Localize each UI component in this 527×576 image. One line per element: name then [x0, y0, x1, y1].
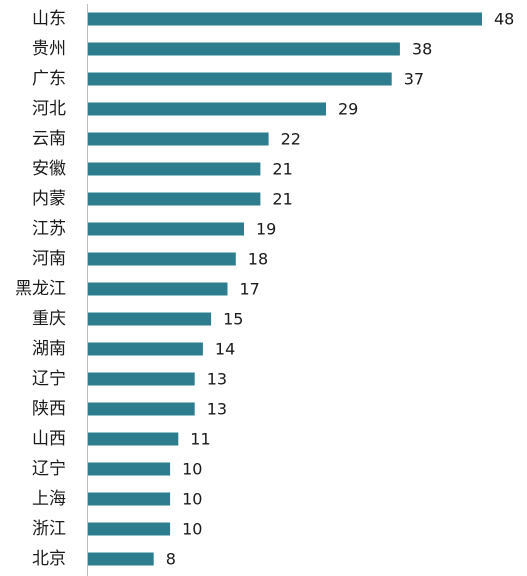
bar — [88, 162, 261, 176]
category-label: 内蒙 — [32, 189, 66, 209]
bar — [88, 192, 261, 206]
data-label: 14 — [215, 340, 235, 359]
data-label: 19 — [256, 220, 276, 239]
bars-group — [88, 12, 482, 566]
data-label: 13 — [207, 400, 227, 419]
category-label: 上海 — [32, 489, 66, 509]
bar — [88, 132, 269, 146]
bar — [88, 402, 195, 416]
data-label: 13 — [207, 370, 227, 389]
value-labels-group: 48 38 37 29 22 21 21 19 18 17 15 14 13 13 11 10 10 10 8 — [166, 10, 515, 569]
data-label: 10 — [182, 520, 202, 539]
category-label: 辽宁 — [32, 459, 66, 479]
data-label: 15 — [223, 310, 243, 329]
category-label: 重庆 — [32, 309, 66, 329]
category-label: 江苏 — [32, 219, 66, 239]
category-label: 贵州 — [32, 39, 66, 59]
bar — [88, 312, 212, 326]
bar — [88, 342, 203, 356]
category-label: 河北 — [32, 99, 66, 119]
bar — [88, 252, 236, 266]
data-label: 48 — [494, 10, 514, 29]
bar — [88, 282, 228, 296]
data-label: 22 — [281, 130, 301, 149]
data-label: 37 — [404, 70, 424, 89]
bar — [88, 42, 400, 56]
category-label: 山东 — [32, 9, 66, 29]
data-label: 8 — [166, 550, 176, 569]
category-label: 广东 — [32, 69, 66, 89]
data-label: 17 — [240, 280, 260, 299]
category-label: 湖南 — [32, 339, 66, 359]
bar — [88, 432, 179, 446]
category-label: 安徽 — [32, 159, 66, 179]
bar — [88, 222, 244, 236]
category-label: 云南 — [32, 129, 66, 149]
category-label: 北京 — [32, 549, 66, 569]
category-label: 山西 — [32, 429, 66, 449]
data-label: 38 — [412, 40, 432, 59]
bar — [88, 522, 171, 536]
category-label: 浙江 — [32, 519, 66, 539]
data-label: 10 — [182, 460, 202, 479]
bar — [88, 462, 171, 476]
category-label: 陕西 — [32, 399, 66, 419]
bar — [88, 72, 392, 86]
data-label: 21 — [272, 190, 292, 209]
category-label: 辽宁 — [32, 369, 66, 389]
data-label: 11 — [190, 430, 210, 449]
category-label: 河南 — [32, 249, 66, 269]
bar — [88, 552, 154, 566]
bar — [88, 102, 326, 116]
category-label: 黑龙江 — [15, 279, 66, 299]
bar — [88, 492, 171, 506]
bar — [88, 372, 195, 386]
data-label: 29 — [338, 100, 358, 119]
bar — [88, 12, 482, 26]
data-label: 18 — [248, 250, 268, 269]
data-label: 10 — [182, 490, 202, 509]
data-label: 21 — [272, 160, 292, 179]
